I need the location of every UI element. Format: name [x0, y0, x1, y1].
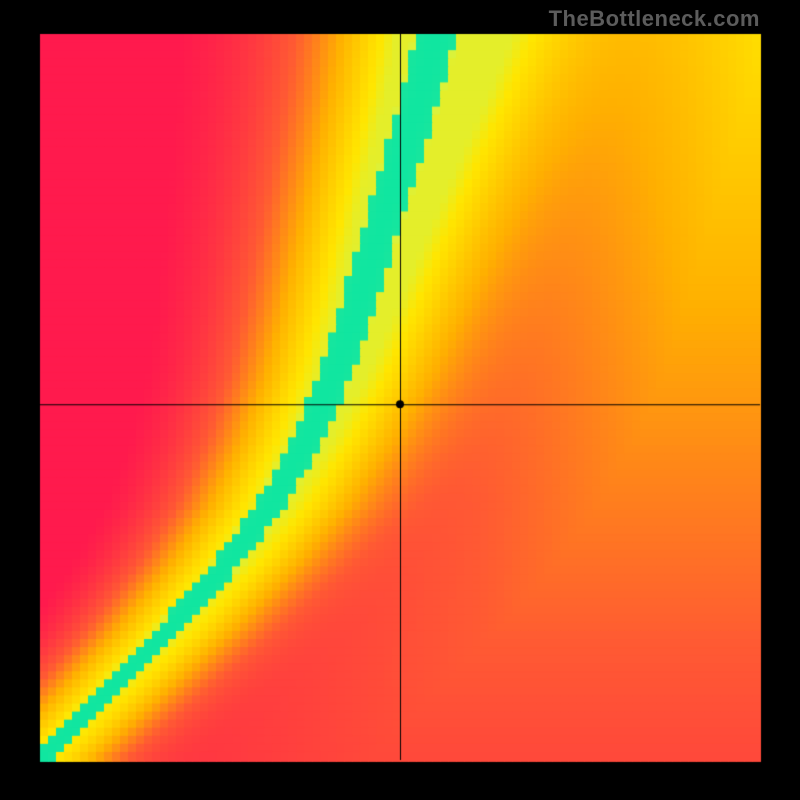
watermark-text: TheBottleneck.com [549, 6, 760, 32]
chart-container: TheBottleneck.com [0, 0, 800, 800]
heatmap-canvas [0, 0, 800, 800]
